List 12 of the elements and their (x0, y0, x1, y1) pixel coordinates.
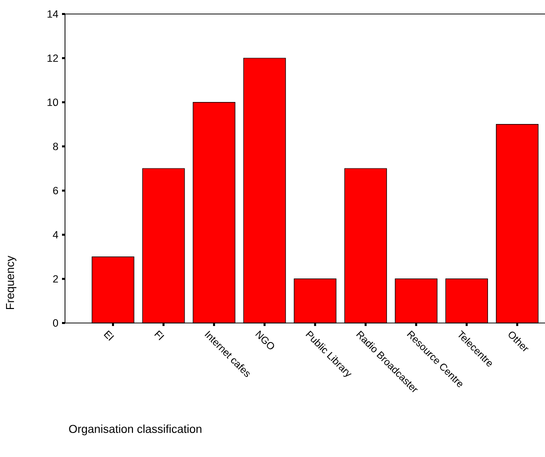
y-tick-label: 10 (48, 98, 58, 106)
x-tick-label: EI (104, 330, 114, 341)
x-axis-title: Organisation classification (69, 424, 202, 436)
y-tick-label: 14 (48, 10, 58, 18)
x-tick-label: FI (154, 330, 164, 340)
y-tick-label: 12 (48, 54, 58, 62)
y-axis-title: Frequency (6, 256, 16, 310)
y-tick-label: 2 (53, 275, 58, 283)
y-tick-label: 6 (53, 186, 58, 194)
y-tick-label: 4 (52, 231, 58, 238)
y-tick-label: 0 (53, 319, 58, 327)
y-tick-label: 8 (53, 142, 58, 150)
